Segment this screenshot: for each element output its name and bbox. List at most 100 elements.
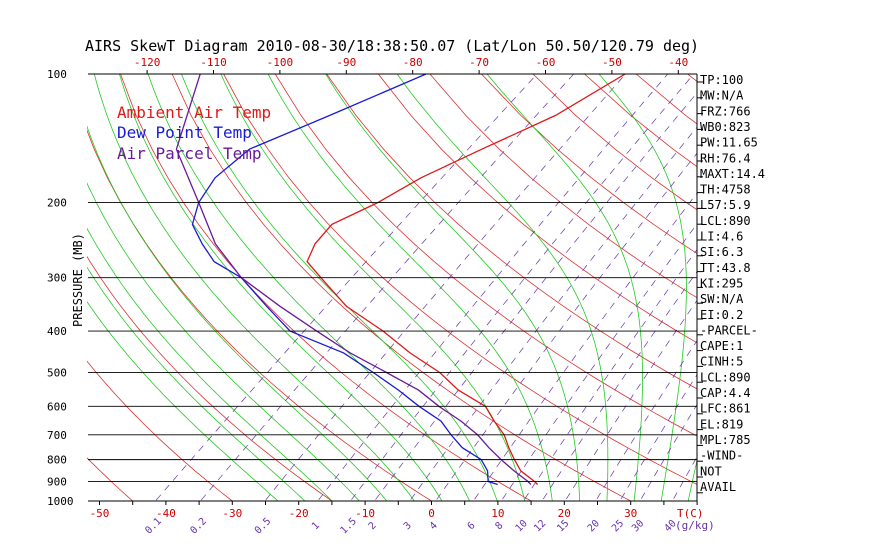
pressure-tick-label: 300	[47, 272, 67, 285]
dry-adiabat-line	[87, 360, 233, 501]
index-item: TH:4758	[700, 183, 751, 197]
pressure-tick-label: 400	[47, 325, 67, 338]
index-item: EL:819	[700, 417, 743, 431]
dry-adiabat-line	[171, 74, 632, 501]
bottom-temp-label: -20	[289, 507, 309, 520]
index-item: PW:11.65	[700, 136, 758, 150]
legend-dewpoint: Dew Point Temp	[117, 123, 252, 142]
index-item: SI:6.3	[700, 245, 743, 259]
mixing-ratio-line	[672, 456, 697, 501]
moist-adiabat-line	[119, 74, 443, 501]
index-item: L57:5.9	[700, 198, 751, 212]
index-item: CAPE:1	[700, 339, 743, 353]
index-item: LI:4.6	[700, 230, 743, 244]
index-item: MW:N/A	[700, 89, 744, 103]
index-item: NOT	[700, 464, 722, 478]
index-item: -WIND-	[700, 449, 743, 463]
mixing-ratio-line	[350, 74, 694, 501]
index-item: WB0:823	[700, 120, 751, 134]
index-item: LFC:861	[700, 402, 751, 416]
dry-adiabat-line	[326, 74, 697, 390]
bottom-temp-label: -40	[156, 507, 176, 520]
index-item: EI:0.2	[700, 308, 743, 322]
x-axis-unit: T(C)	[677, 507, 704, 520]
pressure-tick-label: 1000	[47, 495, 74, 508]
moist-adiabat-line	[267, 74, 553, 501]
top-temp-label: -110	[200, 56, 227, 69]
mixing-ratio-label: 0.2	[188, 516, 209, 537]
dry-adiabat-line	[87, 129, 433, 501]
index-item: LCL:890	[700, 370, 751, 384]
index-item: TT:43.8	[700, 261, 751, 275]
top-temp-label: -80	[403, 56, 423, 69]
bottom-temp-label: 0	[428, 507, 435, 520]
mixing-ratio-label: 12	[532, 518, 548, 534]
chart-title: AIRS SkewT Diagram 2010-08-30/18:38:50.0…	[85, 37, 699, 55]
mixing-ratio-line	[374, 92, 697, 501]
dewpoint-line	[191, 74, 498, 486]
parcel-line	[175, 74, 532, 485]
bottom-temp-label: 30	[624, 507, 637, 520]
mixing-ratio-line	[523, 248, 697, 501]
moist-adiabat-line	[87, 227, 333, 501]
legend-ambient: Ambient Air Temp	[117, 103, 271, 122]
dry-adiabat-line	[791, 74, 870, 510]
moist-adiabat-line	[87, 125, 388, 501]
pressure-tick-label: 900	[47, 475, 67, 488]
mixing-ratio-label: 0.5	[253, 516, 274, 537]
top-temp-label: -120	[134, 56, 161, 69]
mixing-ratio-line	[564, 299, 697, 501]
mixing-ratio-line	[541, 271, 697, 501]
index-item: MPL:785	[700, 433, 751, 447]
moist-adiabat-line	[87, 266, 306, 501]
bottom-temp-label: -10	[355, 507, 375, 520]
mixing-ratio-line	[154, 74, 538, 501]
bottom-temp-label: -50	[90, 507, 110, 520]
mixing-ratio-line	[409, 126, 697, 501]
dry-adiabat-line	[739, 74, 870, 510]
y-axis-label: PRESSURE (MB)	[71, 233, 85, 327]
top-temp-label: -70	[469, 56, 489, 69]
axis-ticks	[99, 70, 703, 505]
dry-adiabat-line	[0, 74, 42, 510]
mixing-ratio-label: 25	[610, 518, 626, 534]
mixing-ratio-label: 10	[514, 518, 530, 534]
mixing-ratio-label: 6	[466, 520, 478, 532]
mixing-ratio-line	[595, 340, 697, 501]
dry-adiabat-line	[274, 74, 697, 437]
ambient-temp-line	[306, 74, 626, 485]
dry-adiabat-line	[223, 74, 697, 485]
index-item: CAP:4.4	[700, 386, 751, 400]
moist-adiabat-line	[325, 74, 581, 501]
moist-adiabats	[87, 74, 697, 501]
top-temp-label: -60	[536, 56, 556, 69]
moist-adiabat-line	[93, 74, 415, 501]
mixing-ratio-line	[200, 74, 574, 501]
top-temp-label: -50	[602, 56, 622, 69]
mixing-ratio-lines	[154, 74, 697, 501]
pressure-tick-label: 100	[47, 68, 67, 81]
moist-adiabat-line	[396, 74, 609, 501]
moist-adiabat-line	[687, 458, 697, 501]
index-item: RH:76.4	[700, 151, 751, 165]
moist-adiabat-line	[87, 182, 360, 501]
bottom-temp-label: 20	[558, 507, 571, 520]
mixing-ratio-line	[619, 374, 697, 501]
mixing-ratio-label: 4	[428, 520, 440, 532]
dry-adiabat-line	[120, 74, 532, 501]
index-item: KI:295	[700, 276, 743, 290]
index-item: -PARCEL-	[700, 323, 758, 337]
dry-adiabat-line	[842, 74, 870, 510]
index-item: MAXT:14.4	[700, 167, 765, 181]
index-item: SW:N/A	[700, 292, 744, 306]
dry-adiabat-line	[481, 74, 697, 254]
index-item: TP:100	[700, 73, 743, 87]
top-temp-label: -90	[336, 56, 356, 69]
pressure-tick-label: 700	[47, 429, 67, 442]
pressure-tick-label: 600	[47, 400, 67, 413]
dry-adiabat-line	[377, 74, 697, 344]
top-temp-label: -40	[668, 56, 688, 69]
legend: Ambient Air Temp Dew Point Temp Air Parc…	[117, 103, 271, 163]
